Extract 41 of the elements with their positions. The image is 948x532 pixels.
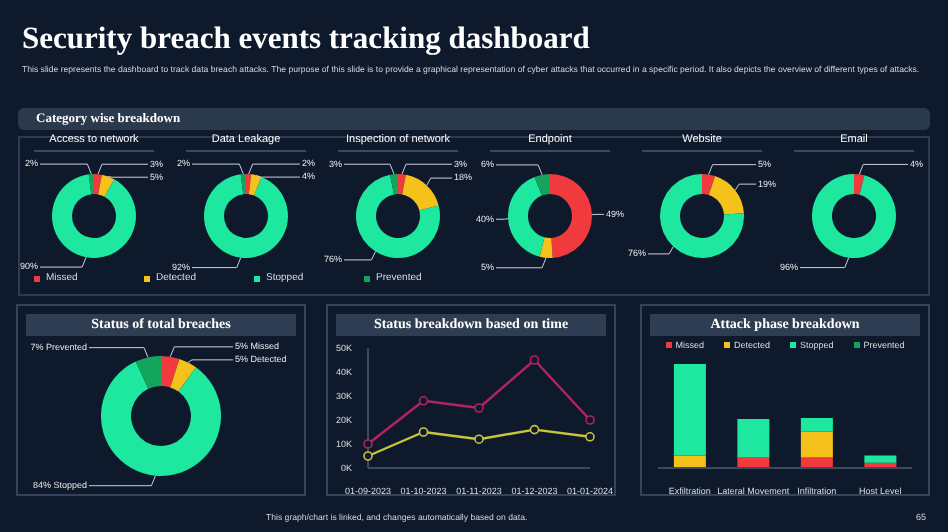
point — [529, 355, 540, 365]
donut-slice — [402, 174, 439, 211]
text: Security breach events tracking dashboard — [22, 22, 590, 56]
donut-slice — [539, 237, 553, 258]
bar — [737, 419, 770, 458]
donut-slice — [854, 174, 865, 195]
bar — [673, 364, 706, 456]
point — [585, 432, 595, 442]
donut-slice — [508, 176, 545, 257]
donut-slice — [52, 174, 136, 258]
donut-slice — [170, 358, 196, 392]
donut-slice — [98, 174, 115, 197]
donut-slice — [702, 174, 715, 196]
donut-slice — [246, 174, 252, 195]
donut-slice — [812, 174, 896, 258]
point — [529, 424, 540, 435]
bar — [800, 431, 833, 458]
point — [474, 434, 484, 444]
point — [418, 427, 429, 437]
donut-slice — [248, 174, 262, 196]
donut-slice — [356, 174, 440, 258]
point — [363, 451, 373, 461]
donut-slice — [161, 356, 180, 388]
donut-slice — [660, 174, 744, 258]
donut-slice — [534, 174, 550, 196]
donut-slice — [88, 174, 94, 195]
bar — [864, 455, 897, 463]
bar — [800, 418, 833, 432]
donut-slice — [398, 174, 406, 195]
donut-slice — [204, 174, 288, 258]
donut-slice — [708, 176, 744, 215]
donut-slice — [390, 174, 398, 195]
donut-slice — [240, 174, 246, 195]
donut-slice — [550, 174, 592, 258]
donut-slice — [135, 356, 161, 389]
point — [418, 396, 429, 406]
point — [474, 403, 484, 413]
point — [585, 415, 595, 425]
point — [363, 439, 373, 449]
donut-slice — [101, 361, 221, 476]
donut-slice — [94, 174, 102, 195]
